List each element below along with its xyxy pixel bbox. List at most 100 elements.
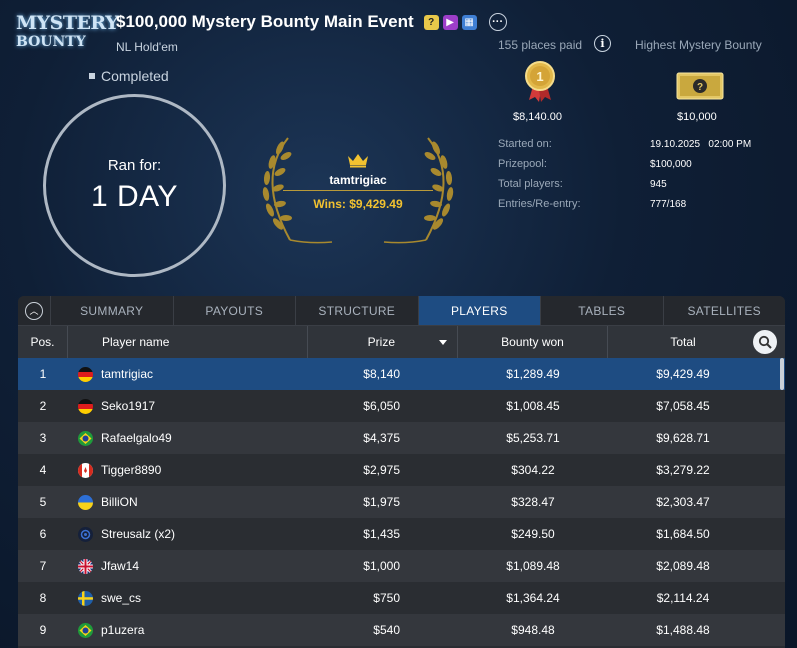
table-row[interactable]: 5 BilliON $1,975 $328.47 $2,303.47 xyxy=(18,486,785,518)
tournament-header: $100,000 Mystery Bounty Main Event ? ▶ ▦… xyxy=(116,12,507,32)
column-player-name[interactable]: Player name xyxy=(68,326,308,358)
flag-de-icon xyxy=(78,366,93,382)
video-badge-icon: ▶ xyxy=(442,14,458,30)
row-position: 7 xyxy=(39,559,47,573)
search-icon xyxy=(758,335,772,349)
row-total: $9,429.49 xyxy=(656,367,710,381)
table-row[interactable]: 7 Jfaw14 $1,000 $1,089.48 $2,089.48 xyxy=(18,550,785,582)
flag-ua-icon xyxy=(78,494,93,510)
flag-de-icon xyxy=(78,398,93,414)
row-position: 8 xyxy=(39,591,47,605)
row-total: $2,114.24 xyxy=(656,591,710,605)
stat-value: 945 xyxy=(650,178,667,190)
row-position: 1 xyxy=(39,367,47,381)
row-total: $7,058.45 xyxy=(656,399,710,413)
tab-players[interactable]: PLAYERS xyxy=(417,296,540,325)
row-player-name: p1uzera xyxy=(101,623,145,637)
stat-label: Total players: xyxy=(498,178,563,190)
row-total: $9,628.71 xyxy=(656,431,710,445)
scrollbar-thumb[interactable] xyxy=(780,358,784,390)
flag-se-icon xyxy=(78,590,93,606)
table-row[interactable]: 4 Tigger8890 $2,975 $304.22 $3,279.22 xyxy=(18,454,785,486)
gold-medal-icon: 1 xyxy=(525,61,555,102)
row-total: $2,303.47 xyxy=(656,495,710,509)
row-player: p1uzera xyxy=(68,614,308,646)
table-row[interactable]: 9 p1uzera $540 $948.48 $1,488.48 xyxy=(18,614,785,646)
row-position: 6 xyxy=(39,527,47,541)
svg-text:?: ? xyxy=(697,82,703,93)
row-bounty: $948.48 xyxy=(511,623,555,637)
row-player: BilliON xyxy=(68,486,308,518)
tournament-title: $100,000 Mystery Bounty Main Event xyxy=(116,12,414,31)
tab-satellites[interactable]: SATELLITES xyxy=(662,296,786,325)
sort-desc-icon xyxy=(439,340,447,345)
game-type: NL Hold'em xyxy=(116,40,178,54)
row-player: Rafaelgalo49 xyxy=(68,422,308,454)
stat-label: Entries/Re-entry: xyxy=(498,198,581,210)
table-row[interactable]: 6 Streusalz (x2) $1,435 $249.50 $1,684.50 xyxy=(18,518,785,550)
calendar-badge-icon: ▦ xyxy=(461,14,477,30)
row-bounty: $249.50 xyxy=(511,527,555,541)
first-place-prize: $8,140.00 xyxy=(513,111,562,123)
column-prize[interactable]: Prize xyxy=(308,326,458,358)
winner-card: tamtrigiac Wins: $9,429.49 xyxy=(250,128,466,246)
row-prize: $2,975 xyxy=(363,463,400,477)
row-prize: $540 xyxy=(373,623,400,637)
row-player-name: Rafaelgalo49 xyxy=(101,431,172,445)
table-row[interactable]: 8 swe_cs $750 $1,364.24 $2,114.24 xyxy=(18,582,785,614)
row-bounty: $1,364.24 xyxy=(506,591,560,605)
row-player: Tigger8890 xyxy=(68,454,308,486)
stat-value: 777/168 xyxy=(650,198,687,210)
flag-ca-icon xyxy=(78,462,93,478)
row-position: 4 xyxy=(39,463,47,477)
info-icon[interactable]: i xyxy=(594,35,611,52)
svg-text:1: 1 xyxy=(536,69,543,84)
row-total: $3,279.22 xyxy=(656,463,710,477)
column-bounty[interactable]: Bounty won xyxy=(458,326,608,358)
column-total[interactable]: Total xyxy=(670,335,696,349)
row-bounty: $328.47 xyxy=(511,495,555,509)
row-player-name: Tigger8890 xyxy=(101,463,162,477)
row-bounty: $304.22 xyxy=(511,463,555,477)
more-options-button[interactable]: ··· xyxy=(488,13,507,31)
row-player: Seko1917 xyxy=(68,390,308,422)
flag-un-icon xyxy=(78,526,93,542)
column-pos[interactable]: Pos. xyxy=(18,326,68,358)
stat-value: 19.10.2025 02:00 PM xyxy=(650,138,752,150)
table-row[interactable]: 2 Seko1917 $6,050 $1,008.45 $7,058.45 xyxy=(18,390,785,422)
winner-wins: Wins: $9,429.49 xyxy=(313,197,403,211)
laurel-wreath-icon xyxy=(262,137,454,244)
collapse-button[interactable]: ︿ xyxy=(18,296,50,325)
crown-icon xyxy=(348,154,368,168)
tab-tables[interactable]: TABLES xyxy=(540,296,663,325)
table-row[interactable]: 3 Rafaelgalo49 $4,375 $5,253.71 $9,628.71 xyxy=(18,422,785,454)
row-player-name: swe_cs xyxy=(101,591,142,605)
row-bounty: $5,253.71 xyxy=(506,431,560,445)
tab-structure[interactable]: STRUCTURE xyxy=(295,296,418,325)
places-paid: 155 places paid xyxy=(498,38,583,52)
search-button[interactable] xyxy=(753,330,777,354)
players-table-header: Pos. Player name Prize Bounty won Total xyxy=(18,326,785,358)
row-player: Jfaw14 xyxy=(68,550,308,582)
tab-summary[interactable]: SUMMARY xyxy=(50,296,173,325)
mystery-badge-icon: ? xyxy=(423,14,439,30)
table-row[interactable]: 1 tamtrigiac $8,140 $1,289.49 $9,429.49 xyxy=(18,358,785,390)
stat-value: $100,000 xyxy=(650,158,692,170)
row-prize: $750 xyxy=(373,591,400,605)
row-prize: $4,375 xyxy=(363,431,400,445)
highest-bounty-label: Highest Mystery Bounty xyxy=(635,38,762,52)
row-position: 5 xyxy=(39,495,47,509)
row-player-name: Jfaw14 xyxy=(101,559,140,573)
column-prize-label: Prize xyxy=(367,335,395,349)
tab-payouts[interactable]: PAYOUTS xyxy=(172,296,296,325)
stat-row: Started on: 19.10.2025 02:00 PM xyxy=(498,134,751,154)
row-prize: $1,975 xyxy=(363,495,400,509)
chevron-up-icon: ︿ xyxy=(25,301,43,320)
tab-bar: ︿ SUMMARY PAYOUTS STRUCTURE PLAYERS TABL… xyxy=(18,296,785,326)
row-player-name: Streusalz (x2) xyxy=(101,527,176,541)
row-prize: $1,435 xyxy=(363,527,400,541)
logo-line1: MYSTERY xyxy=(16,12,119,34)
row-bounty: $1,089.48 xyxy=(506,559,560,573)
stat-row: Entries/Re-entry: 777/168 xyxy=(498,194,751,214)
status-square-icon xyxy=(89,73,95,79)
